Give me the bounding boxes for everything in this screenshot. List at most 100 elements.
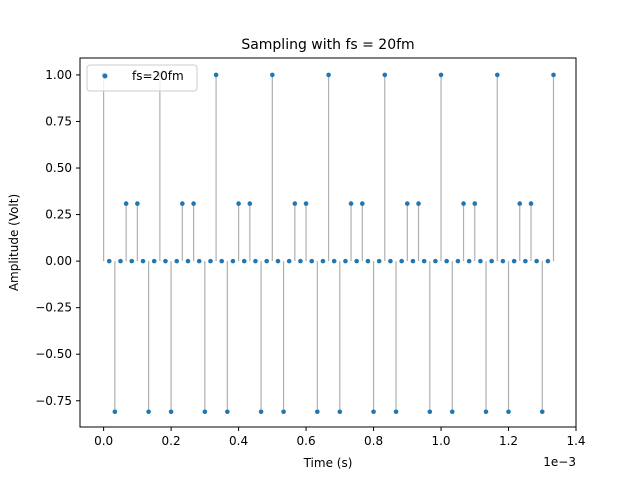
y-tick-label: −0.75	[35, 394, 72, 408]
data-point	[163, 258, 168, 264]
x-axis-offset-label: 1e−3	[543, 455, 576, 469]
data-point	[196, 258, 202, 264]
data-point	[253, 258, 258, 264]
data-point	[140, 258, 146, 264]
data-point	[483, 409, 489, 415]
data-point	[309, 258, 315, 264]
data-point	[219, 258, 225, 264]
data-point	[360, 201, 365, 206]
data-point	[494, 72, 500, 78]
y-tick-label: 0.25	[45, 208, 72, 222]
data-point	[225, 409, 230, 415]
data-point	[388, 258, 393, 264]
data-point	[331, 258, 337, 264]
data-point	[393, 409, 399, 415]
data-point	[275, 258, 281, 264]
data-point	[539, 409, 545, 415]
data-point	[146, 409, 151, 415]
data-point	[404, 201, 410, 206]
chart-title: Sampling with fs = 20fm	[241, 37, 414, 53]
data-point	[444, 258, 449, 264]
y-axis-ticks: −0.75 −0.50 −0.25 0.00 0.25 0.50 0.75 1.00	[35, 68, 80, 408]
stem-lines	[103, 74, 555, 412]
data-point	[500, 258, 506, 264]
data-point	[303, 201, 309, 206]
data-point	[545, 258, 551, 264]
data-point	[354, 258, 359, 264]
data-point	[421, 258, 427, 264]
data-point	[247, 201, 253, 206]
data-point	[534, 258, 539, 264]
data-point	[365, 258, 371, 264]
legend: fs=20fm	[86, 64, 198, 92]
data-point	[461, 201, 466, 206]
data-point	[185, 258, 191, 264]
data-point	[292, 201, 298, 206]
legend-marker	[102, 73, 108, 79]
data-point	[433, 258, 438, 264]
data-point	[135, 201, 140, 206]
x-tick-label: 1.2	[499, 434, 518, 448]
data-point	[315, 409, 320, 415]
data-point	[106, 258, 112, 264]
legend-label: fs=20fm	[132, 69, 184, 83]
data-point	[551, 72, 556, 78]
data-point	[399, 258, 404, 264]
y-axis-label: Amplitude (Volt)	[7, 194, 21, 291]
data-point	[118, 258, 123, 264]
data-point	[326, 72, 331, 78]
data-point	[348, 201, 354, 206]
data-point	[208, 258, 213, 264]
x-tick-label: 0.4	[229, 434, 248, 448]
data-point	[281, 409, 286, 415]
y-tick-label: −0.50	[35, 347, 72, 361]
data-point	[123, 201, 129, 206]
data-point	[455, 258, 461, 264]
plot-area-frame	[79, 57, 577, 428]
data-point	[382, 72, 388, 78]
data-point	[506, 409, 511, 415]
x-tick-label: 0.6	[297, 434, 316, 448]
data-point	[270, 72, 275, 78]
data-point	[478, 258, 483, 264]
data-point	[343, 258, 348, 264]
data-point	[472, 201, 478, 206]
x-tick-label: 0.0	[94, 434, 113, 448]
data-point	[180, 201, 185, 206]
x-axis-ticks: 0.0 0.2 0.4 0.6 0.8 1.0 1.2 1.4	[94, 427, 586, 448]
data-point	[427, 409, 433, 415]
data-point	[449, 409, 455, 415]
data-point	[241, 258, 247, 264]
y-tick-label: 0.75	[45, 114, 72, 128]
data-point	[523, 258, 528, 264]
x-axis-label: Time (s)	[303, 456, 353, 470]
data-point	[511, 258, 517, 264]
y-tick-label: 0.50	[45, 161, 72, 175]
y-tick-label: 1.00	[45, 68, 72, 82]
data-point	[337, 409, 343, 415]
data-point	[191, 201, 196, 206]
data-point	[168, 409, 174, 415]
data-point	[410, 258, 416, 264]
data-point	[371, 409, 376, 415]
data-point	[174, 258, 180, 264]
legend-box	[86, 64, 198, 92]
data-point	[489, 258, 494, 264]
data-point	[416, 201, 421, 206]
data-point	[258, 409, 264, 415]
data-point	[528, 201, 534, 206]
data-point	[236, 201, 241, 206]
y-tick-label: 0.00	[45, 254, 72, 268]
data-point	[298, 258, 303, 264]
data-point	[438, 72, 444, 78]
data-point	[264, 258, 269, 264]
x-tick-label: 0.8	[364, 434, 383, 448]
data-point	[202, 409, 208, 415]
y-tick-label: −0.25	[35, 301, 72, 315]
x-tick-label: 1.4	[566, 434, 585, 448]
data-point	[466, 258, 472, 264]
data-point	[213, 72, 219, 78]
data-point	[112, 409, 118, 415]
data-markers	[101, 72, 556, 415]
